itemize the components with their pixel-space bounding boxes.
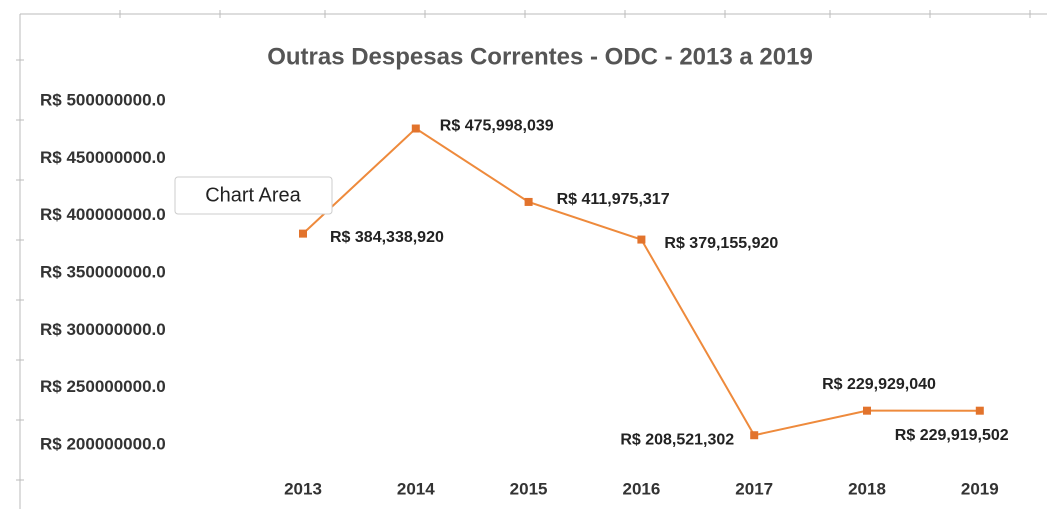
tooltip-text: Chart Area — [205, 184, 301, 206]
marker — [637, 235, 646, 244]
x-tick-label: 2019 — [961, 479, 999, 498]
y-tick-label: R$ 200000000.0 — [40, 434, 166, 453]
y-tick-label: R$ 300000000.0 — [40, 320, 166, 339]
data-label: R$ 475,998,039 — [440, 118, 554, 135]
x-tick-label: 2016 — [622, 479, 660, 498]
marker — [975, 406, 984, 415]
x-tick-label: 2015 — [510, 479, 548, 498]
x-tick-label: 2017 — [735, 479, 773, 498]
marker — [524, 197, 533, 206]
marker — [299, 229, 307, 238]
y-tick-label: R$ 450000000.0 — [40, 148, 166, 167]
data-label: R$ 229,929,040 — [822, 376, 936, 393]
x-tick-label: 2018 — [848, 479, 886, 498]
y-tick-label: R$ 500000000.0 — [40, 90, 166, 109]
data-label: R$ 384,338,920 — [330, 229, 444, 246]
marker — [863, 406, 871, 415]
data-label: R$ 411,975,317 — [557, 191, 670, 208]
tooltip-box — [174, 176, 333, 215]
marker — [411, 124, 420, 133]
data-label: R$ 208,521,302 — [620, 431, 734, 448]
y-tick-label: R$ 350000000.0 — [40, 262, 166, 281]
x-tick-label: 2013 — [284, 479, 322, 498]
ruler — [16, 10, 1047, 509]
y-tick-label: R$ 400000000.0 — [40, 205, 166, 224]
y-tick-label: R$ 250000000.0 — [40, 377, 166, 396]
x-tick-label: 2014 — [397, 479, 435, 498]
chart-title: Outras Despesas Correntes - ODC - 2013 a… — [267, 43, 813, 70]
tooltip: Chart Area — [174, 176, 333, 215]
data-label: R$ 229,919,502 — [895, 427, 1009, 444]
marker — [750, 431, 759, 440]
data-label: R$ 379,155,920 — [664, 235, 778, 252]
